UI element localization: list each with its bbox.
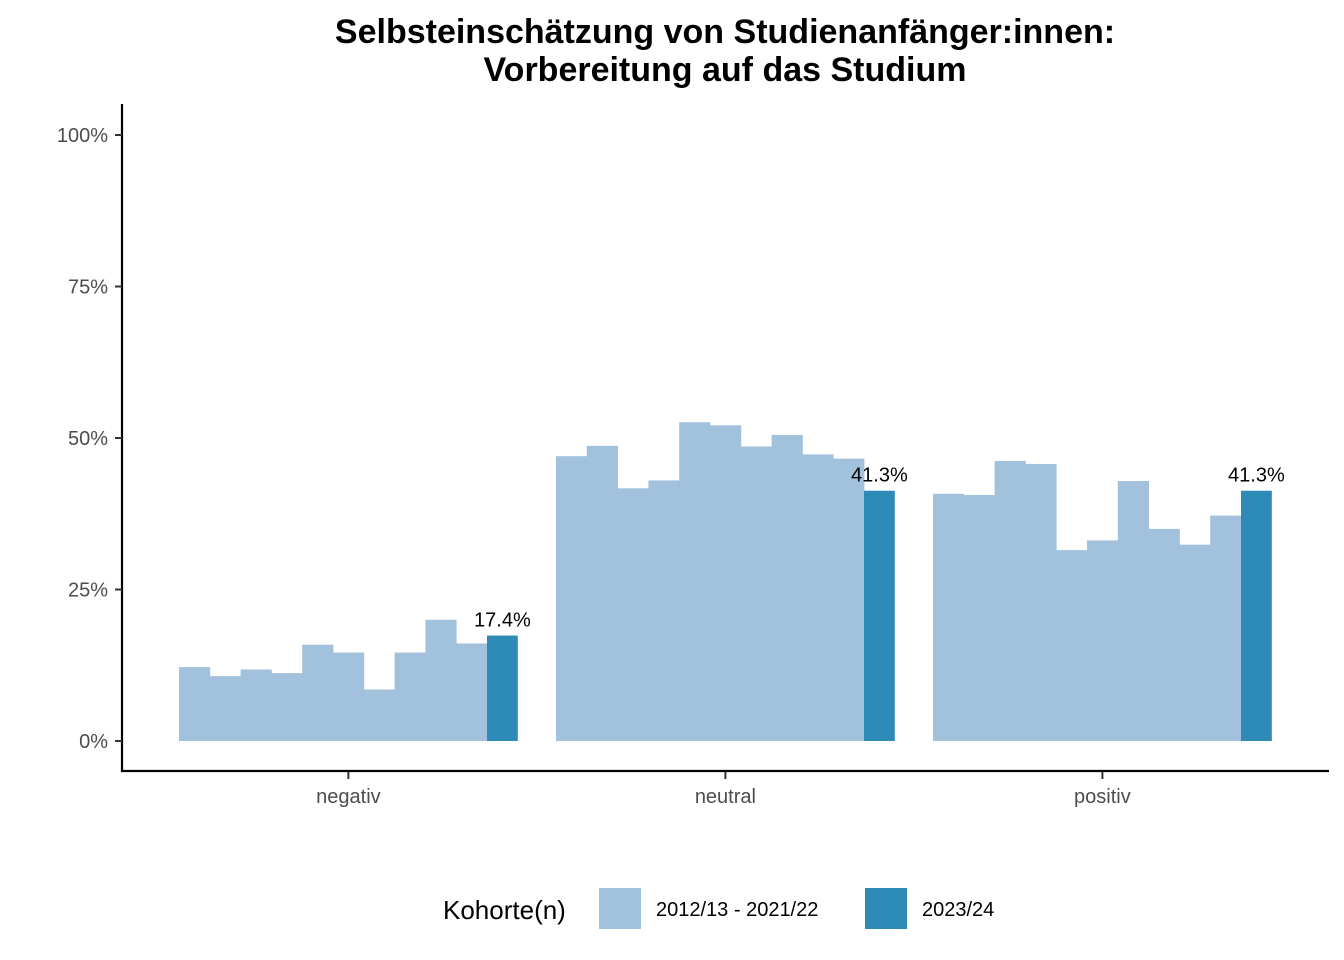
bar-negativ-historic-2: [209, 676, 241, 741]
bar-positiv-current: [1241, 490, 1272, 741]
data-label-positiv: 41.3%: [1228, 465, 1285, 487]
chart-title: Selbsteinschätzung von Studienanfänger:i…: [335, 13, 1115, 89]
chart-title-line-2: Vorbereitung auf das Studium: [484, 51, 967, 89]
bar-negativ-historic-8: [394, 652, 426, 741]
bar-positiv-historic-2: [963, 494, 995, 741]
bar-neutral-historic-5: [679, 422, 711, 741]
x-tick-label-negativ: negativ: [316, 786, 381, 808]
bar-negativ-historic-3: [240, 669, 272, 741]
bar-positiv-historic-10: [1210, 515, 1242, 741]
x-tick-label-neutral: neutral: [695, 786, 756, 808]
bar-negativ-historic-5: [302, 644, 334, 741]
bar-positiv-historic-8: [1148, 528, 1180, 741]
bar-negativ-historic-7: [363, 689, 395, 741]
bar-negativ-historic-10: [456, 643, 488, 741]
bar-neutral-historic-8: [771, 434, 803, 741]
legend-title: Kohorte(n): [443, 895, 566, 925]
y-tick-label: 75%: [68, 277, 108, 299]
bar-neutral-current: [864, 490, 895, 741]
chart-title-line-1: Selbsteinschätzung von Studienanfänger:i…: [335, 13, 1115, 51]
data-labels: 17.4% 41.3% 41.3%: [474, 465, 1285, 632]
bar-positiv-historic-7: [1117, 481, 1149, 741]
bar-positiv-historic-9: [1179, 544, 1211, 741]
bar-neutral-historic-4: [648, 480, 680, 741]
y-ticks: 0% 25% 50% 75% 100%: [57, 125, 122, 753]
legend-swatch-historic: [599, 888, 641, 929]
bar-negativ-historic-9: [425, 619, 457, 741]
legend: Kohorte(n) 2012/13 - 2021/22 2023/24: [443, 888, 994, 929]
bars-layer: [179, 422, 1272, 741]
bar-neutral-historic-10: [833, 458, 865, 741]
bar-neutral-historic-7: [740, 446, 772, 741]
legend-label-current: 2023/24: [922, 899, 994, 921]
x-ticks: negativ neutral positiv: [316, 772, 1131, 808]
bar-positiv-historic-5: [1056, 550, 1088, 741]
x-tick-label-positiv: positiv: [1074, 786, 1131, 808]
bar-positiv-historic-1: [933, 493, 965, 741]
bar-neutral-historic-9: [802, 454, 834, 741]
bar-positiv-historic-6: [1087, 540, 1119, 741]
y-tick-label: 50%: [68, 428, 108, 450]
y-tick-label: 25%: [68, 580, 108, 602]
legend-swatch-current: [865, 888, 907, 929]
bar-neutral-historic-3: [617, 488, 649, 741]
bar-negativ-current: [487, 635, 518, 741]
data-label-negativ: 17.4%: [474, 610, 531, 632]
bar-positiv-historic-4: [1025, 464, 1057, 741]
bar-negativ-historic-1: [179, 667, 211, 741]
bar-negativ-historic-6: [333, 652, 365, 741]
bar-neutral-historic-6: [710, 425, 742, 741]
data-label-neutral: 41.3%: [851, 465, 908, 487]
bar-negativ-historic-4: [271, 673, 303, 741]
legend-label-historic: 2012/13 - 2021/22: [656, 899, 818, 921]
bar-neutral-historic-2: [586, 445, 618, 741]
y-tick-label: 100%: [57, 125, 108, 147]
y-tick-label: 0%: [79, 731, 108, 753]
bar-positiv-historic-3: [994, 461, 1026, 741]
bar-neutral-historic-1: [556, 456, 588, 741]
